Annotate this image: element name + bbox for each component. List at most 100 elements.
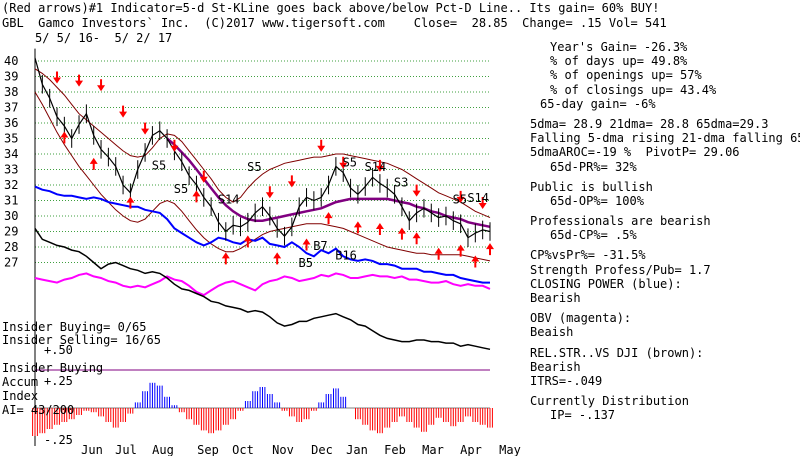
lower-band-line <box>34 91 491 262</box>
insider-buying-label: Insider Buying <box>2 361 104 375</box>
ma65-line <box>166 137 491 229</box>
date-range: 5/ 5/ 16- 5/ 2/ 17 <box>35 31 173 45</box>
upper-band-line <box>34 68 491 219</box>
arrow-up-icon <box>486 243 494 256</box>
stat-line: IP= -.137 <box>550 408 616 423</box>
signal-label: S5 <box>247 160 261 174</box>
stat-line: CLOSING POWER (blue): <box>530 276 682 291</box>
signal-label: S14 <box>365 160 387 174</box>
arrow-up-icon <box>89 157 98 170</box>
x-tick-label: Jun <box>81 443 103 456</box>
arrow-down-icon <box>119 105 128 118</box>
y-tick-label: 30 <box>4 209 18 223</box>
arrow-up-icon <box>375 222 384 235</box>
x-tick-label: Oct <box>232 443 254 456</box>
x-axis-labels: Jun Jul Aug Sep Oct Nov Dec Jan Feb Mar Apr May <box>81 443 521 456</box>
relative-strength-line <box>34 227 491 351</box>
stat-line: Professionals are bearish <box>530 214 711 229</box>
stat-line: 65-day gain= -6% <box>540 96 656 111</box>
accum-label: Accum <box>2 375 39 389</box>
arrow-up-icon <box>126 196 135 209</box>
y-tick-label: 31 <box>4 194 18 208</box>
ai-label: AI= 43/200 <box>2 403 75 417</box>
arrow-down-icon <box>478 197 487 210</box>
arrow-down-icon <box>456 190 465 203</box>
arrow-down-icon <box>317 139 326 152</box>
arrow-up-icon <box>302 238 311 251</box>
level-plus50: +.50 <box>44 343 73 357</box>
arrow-down-icon <box>75 74 84 87</box>
accum-index-panel <box>32 382 493 436</box>
x-tick-label: Dec <box>311 443 333 456</box>
x-tick-label: Jul <box>115 443 137 456</box>
arrow-up-icon <box>412 232 421 245</box>
header-quote: GBL Gamco Investors` Inc. (C)2017 www.ti… <box>2 16 667 30</box>
header-indicator: (Red arrows)#1 Indicator=5-d St-KLine go… <box>2 1 660 15</box>
arrow-up-icon <box>456 244 465 257</box>
x-tick-label: May <box>499 443 521 456</box>
arrow-up-icon <box>221 252 230 265</box>
stat-line: Falling 5-dma rising 21-dma falling 65-d… <box>530 131 800 146</box>
signal-label: S5 <box>152 159 166 173</box>
arrow-up-icon <box>243 235 252 248</box>
x-tick-label: Nov <box>272 443 294 456</box>
x-tick-label: Jan <box>346 443 368 456</box>
arrow-up-icon <box>192 190 201 203</box>
signal-label: S14 <box>218 193 240 207</box>
arrow-up-icon <box>273 252 282 265</box>
level-minus25: -.25 <box>44 433 73 447</box>
stat-line: 5dma= 28.9 21dma= 28.8 65dma=29.3 <box>530 116 769 131</box>
stat-line: Bearish <box>530 359 581 374</box>
stat-line: 65d-OP%= 100% <box>550 193 644 208</box>
stats-panel: Year's Gain= -26.3%% of days up= 49.8%% … <box>530 40 800 423</box>
arrow-down-icon <box>97 79 106 92</box>
x-tick-label: Sep <box>197 443 219 456</box>
y-tick-label: 35 <box>4 132 18 146</box>
y-tick-label: 28 <box>4 240 18 254</box>
y-tick-label: 34 <box>4 147 18 161</box>
arrow-down-icon <box>287 175 296 188</box>
arrow-up-icon <box>353 221 362 234</box>
series-lines <box>34 48 491 351</box>
signal-label: S5 <box>174 182 188 196</box>
stat-line: Public is bullish <box>530 179 653 194</box>
stat-line: Strength Profess/Pub= 1.7 <box>530 262 711 277</box>
y-tick-label: 32 <box>4 178 18 192</box>
stat-line: % of closings up= 43.4% <box>550 82 717 97</box>
obv-line <box>34 272 491 297</box>
arrow-down-icon <box>141 122 150 135</box>
arrow-down-icon <box>339 156 348 169</box>
y-tick-label: 39 <box>4 70 18 84</box>
x-tick-label: Aug <box>152 443 174 456</box>
level-plus25: +.25 <box>44 374 73 388</box>
stat-line: Year's Gain= -26.3% <box>550 40 688 54</box>
closing-power-line <box>34 185 490 284</box>
signal-label: S5 <box>453 193 467 207</box>
signal-label: B7 <box>313 239 327 253</box>
stat-line: 65d-PR%= 32% <box>550 159 637 174</box>
stat-line: Currently Distribution <box>530 394 689 409</box>
x-tick-label: Mar <box>422 443 444 456</box>
signal-label: S3 <box>394 176 408 190</box>
stat-line: OBV (magenta): <box>530 311 632 326</box>
index-label: Index <box>2 389 39 403</box>
arrow-down-icon <box>265 186 274 199</box>
price-gridlines <box>34 55 490 446</box>
y-tick-label: 37 <box>4 101 18 115</box>
arrow-down-icon <box>170 139 179 152</box>
x-tick-label: Apr <box>460 443 482 456</box>
y-tick-label: 38 <box>4 85 18 99</box>
arrow-up-icon <box>60 131 69 144</box>
arrow-down-icon <box>412 184 421 197</box>
arrow-up-icon <box>434 247 443 260</box>
arrow-up-icon <box>471 255 480 268</box>
y-tick-label: 33 <box>4 163 18 177</box>
stat-line: REL.STR..VS DJI (brown): <box>530 345 704 360</box>
signal-label: S5 <box>343 155 357 169</box>
stat-line: 65d-CP%= .5% <box>550 228 637 243</box>
signal-label: B16 <box>335 248 357 262</box>
y-tick-label: 40 <box>4 54 18 68</box>
stat-line: Bearish <box>530 291 581 305</box>
